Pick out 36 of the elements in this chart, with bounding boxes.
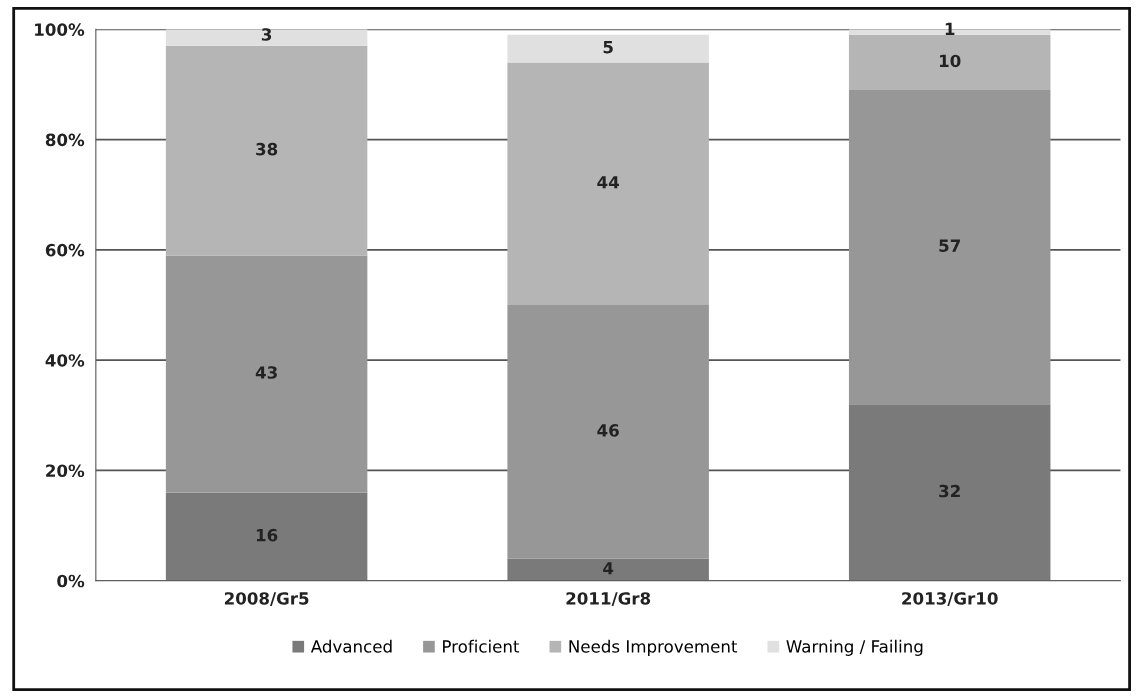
- data-label: 46: [597, 424, 619, 437]
- data-label: 57: [939, 239, 960, 252]
- data-label: 10: [939, 54, 961, 68]
- data-label: 3: [261, 28, 272, 41]
- legend-label: Needs Improvement: [569, 639, 738, 656]
- bar: [165, 492, 368, 581]
- data-label: 4: [603, 562, 614, 575]
- bar: [507, 305, 709, 559]
- legend-label: Proficient: [443, 639, 520, 653]
- data-label: 44: [597, 176, 619, 189]
- bar: [848, 34, 1051, 90]
- x-tick-label: 2008/Gr5: [224, 592, 309, 607]
- data-label: 1: [945, 22, 955, 36]
- bar: [848, 89, 1051, 405]
- data-label: 38: [256, 142, 278, 156]
- y-tick-label: 20%: [46, 464, 85, 478]
- bar: [507, 62, 709, 306]
- y-tick-label: 60%: [45, 243, 85, 257]
- bar: [507, 558, 709, 581]
- bar: [165, 29, 368, 46]
- legend-label: Advanced: [310, 639, 392, 653]
- data-label: 43: [255, 366, 277, 379]
- bar: [165, 45, 368, 256]
- bar: [165, 255, 368, 493]
- data-label: 16: [256, 528, 278, 542]
- data-label: 5: [603, 41, 613, 54]
- bar: [848, 404, 1051, 581]
- x-tick-label: 2011/Gr8: [566, 592, 651, 607]
- data-label: 32: [939, 484, 960, 498]
- y-tick-label: 100%: [35, 23, 85, 36]
- y-tick-label: 80%: [45, 133, 85, 147]
- bar: [507, 34, 709, 63]
- y-tick-label: 0%: [57, 574, 85, 588]
- legend-label: Warning / Failing: [786, 639, 923, 656]
- x-tick-label: 2013/Gr10: [902, 592, 998, 607]
- y-tick-label: 40%: [45, 354, 85, 367]
